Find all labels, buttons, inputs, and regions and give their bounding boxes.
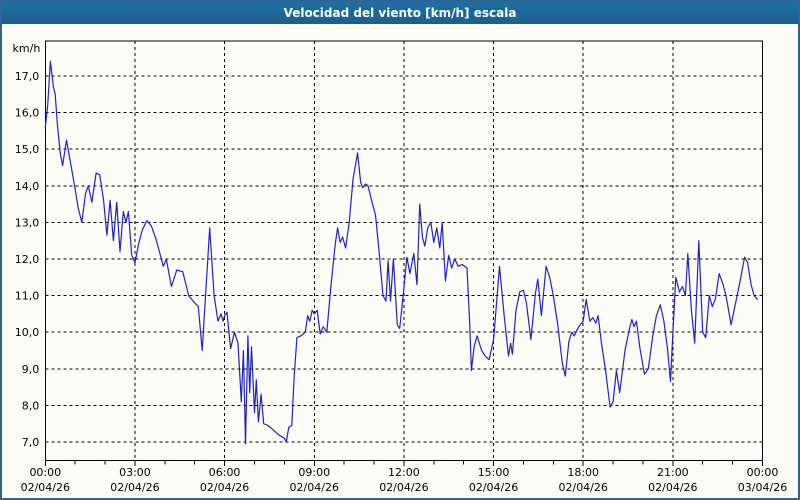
y-tick-label: 14,0 — [15, 180, 40, 193]
y-axis-unit: km/h — [13, 42, 41, 55]
title-bar: Velocidad del viento [km/h] escala — [2, 2, 798, 24]
x-tick-date-label: 02/04/26 — [110, 481, 159, 494]
y-tick-label: 12,0 — [15, 253, 40, 266]
x-tick-time-label: 00:00 — [29, 466, 61, 479]
x-tick-date-label: 03/04/26 — [738, 481, 787, 494]
y-tick-label: 16,0 — [15, 107, 40, 120]
y-tick-label: 7,0 — [22, 436, 40, 449]
wind-speed-line — [44, 60, 759, 445]
x-tick-time-label: 21:00 — [657, 466, 689, 479]
y-tick-labels: 17,0 16,0 15,0 14,0 13,0 12,0 11,0 10,0 9,0 8,0 7,… — [15, 70, 40, 449]
y-tick-label: 15,0 — [15, 143, 40, 156]
series — [44, 60, 759, 445]
plot-border — [44, 40, 764, 461]
y-tick-label: 8,0 — [22, 399, 40, 412]
chart-title: Velocidad del viento [km/h] escala — [283, 6, 517, 20]
x-tick-time-label: 12:00 — [388, 466, 420, 479]
x-tick-time-label: 00:00 — [747, 466, 779, 479]
x-tick-date-label: 02/04/26 — [379, 481, 428, 494]
x-tick-time-label: 18:00 — [567, 466, 599, 479]
plot-box — [44, 40, 764, 461]
x-tick-date-label: 02/04/26 — [648, 481, 697, 494]
y-tick-label: 9,0 — [22, 363, 40, 376]
x-tick-time-label: 03:00 — [119, 466, 151, 479]
x-tick-date-label: 02/04/26 — [290, 481, 339, 494]
x-tick-date-label: 02/04/26 — [200, 481, 249, 494]
x-tick-time-label: 15:00 — [478, 466, 510, 479]
x-tick-time-label: 09:00 — [298, 466, 330, 479]
y-tick-label: 11,0 — [15, 290, 40, 303]
y-tick-label: 10,0 — [15, 326, 40, 339]
x-tick-time-label: 06:00 — [209, 466, 241, 479]
x-tick-date-label: 02/04/26 — [21, 481, 70, 494]
y-tick-label: 13,0 — [15, 216, 40, 229]
x-tick-labels: 00:00 02/04/26 03:00 02/04/26 06:00 02/04/26 0… — [21, 466, 788, 494]
y-axis-unit-label: km/h — [13, 42, 41, 55]
x-tick-date-label: 02/04/26 — [558, 481, 607, 494]
grid-vertical — [134, 41, 674, 461]
x-tick-date-label: 02/04/26 — [469, 481, 518, 494]
y-tick-label: 17,0 — [15, 70, 40, 83]
x-axis-ticks — [44, 460, 763, 466]
